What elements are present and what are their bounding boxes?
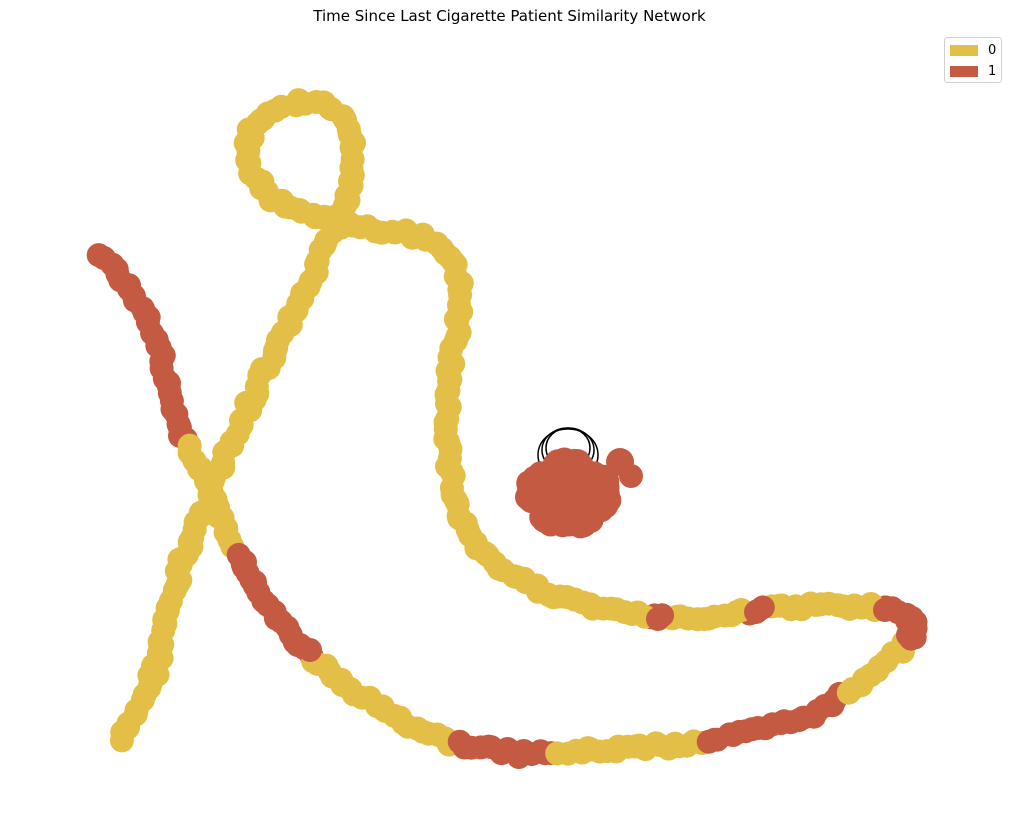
node-class-1 [570, 511, 597, 538]
node-class-1 [896, 623, 920, 647]
node-class-1 [243, 570, 267, 594]
edge-layer [98, 101, 920, 756]
legend-label-0: 0 [988, 42, 997, 58]
node-class-1 [619, 464, 643, 488]
node-class-0 [330, 210, 355, 235]
node-class-1 [646, 607, 670, 631]
node-class-1 [873, 598, 897, 622]
node-class-1 [593, 481, 620, 508]
node-class-1 [744, 600, 768, 624]
node-class-1 [233, 550, 257, 574]
legend-entry-1: 1 [950, 63, 997, 79]
legend-swatch-0 [950, 44, 978, 56]
chart-title: Time Since Last Cigarette Patient Simila… [313, 7, 706, 25]
node-class-1 [532, 481, 559, 508]
node-layer [86, 88, 928, 769]
legend: 0 1 [944, 37, 1002, 83]
legend-swatch-1 [950, 65, 978, 77]
legend-label-1: 1 [988, 63, 997, 79]
node-class-1 [298, 638, 322, 662]
legend-entry-0: 0 [950, 42, 997, 58]
